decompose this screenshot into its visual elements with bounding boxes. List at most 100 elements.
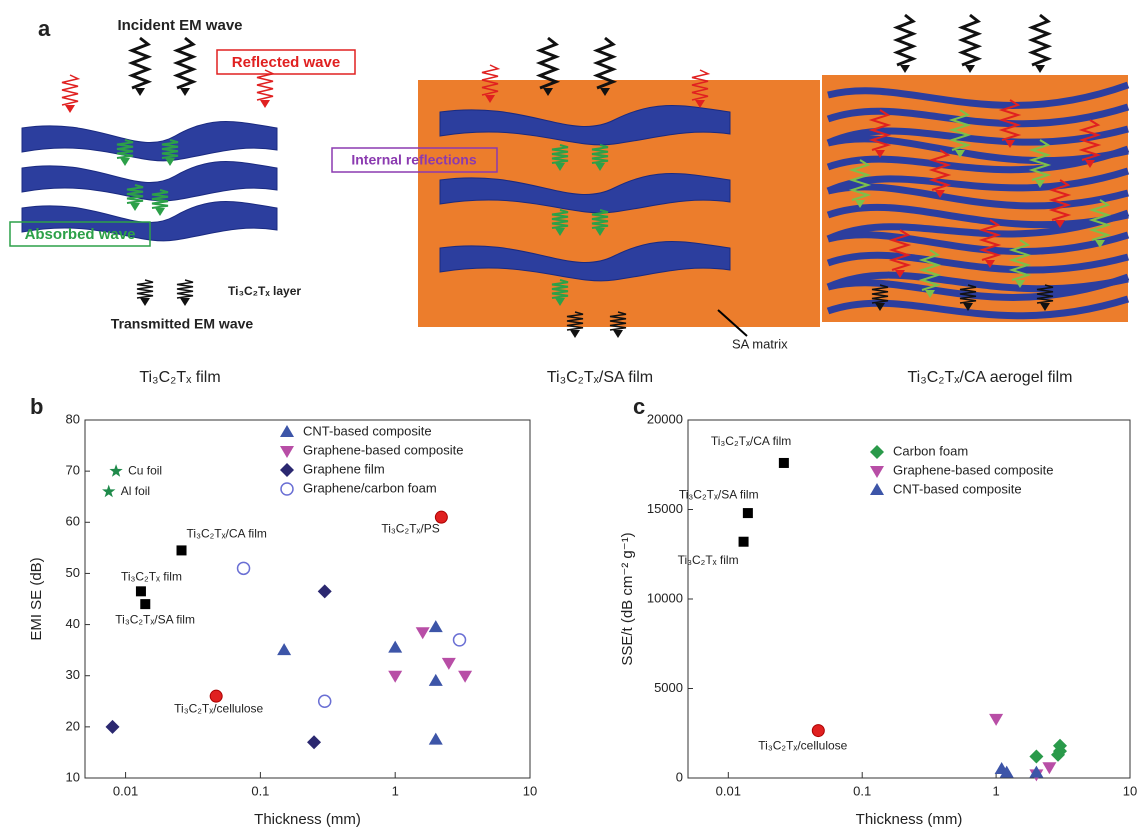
y-tick-label: 50 — [66, 565, 80, 580]
marker — [317, 694, 332, 709]
arrow — [1015, 280, 1025, 288]
point-label: Al foil — [121, 484, 150, 498]
marker — [458, 670, 473, 683]
arrow — [900, 65, 910, 73]
y-tick-label: 10 — [66, 769, 80, 784]
fiber — [826, 145, 1130, 174]
wave — [918, 249, 942, 291]
arrow — [1040, 303, 1050, 311]
x-tick-label: 10 — [523, 783, 537, 798]
x-tick-label: 0.1 — [251, 783, 269, 798]
arrow — [543, 88, 553, 96]
point-label: Cu foil — [128, 463, 162, 477]
layer-label: Ti₃C₂Tₓ layer — [228, 284, 301, 298]
arrow — [875, 303, 885, 311]
point-label: Ti₃C₂Tₓ/CA film — [187, 527, 267, 541]
point-label: Ti₃C₂Tₓ/PS — [381, 521, 439, 535]
wave — [928, 149, 952, 191]
wave — [691, 69, 711, 101]
marker — [999, 765, 1014, 778]
marker — [738, 536, 749, 547]
internal-box — [331, 147, 498, 173]
arrow — [65, 105, 75, 113]
marker — [140, 599, 151, 610]
wave — [871, 284, 889, 304]
caption: Ti₃C₂Tₓ/CA aerogel film — [908, 369, 1073, 386]
wave — [176, 279, 194, 299]
marker — [1051, 747, 1066, 762]
wave — [172, 36, 198, 90]
wave — [848, 159, 872, 201]
y-tick-label: 10000 — [647, 590, 683, 605]
y-tick-label: 20 — [66, 718, 80, 733]
wave — [948, 109, 972, 151]
wave — [978, 219, 1002, 261]
layer — [21, 121, 278, 162]
layer — [439, 105, 731, 146]
marker — [280, 463, 294, 477]
arrow — [570, 330, 580, 338]
incident-label: Incident EM wave — [117, 17, 242, 34]
arrow — [155, 208, 165, 216]
marker — [428, 673, 443, 686]
wave — [591, 209, 609, 229]
y-axis-label: EMI SE (dB) — [28, 557, 45, 640]
marker — [811, 724, 825, 738]
marker — [870, 445, 884, 459]
marker — [105, 719, 120, 734]
wave — [592, 36, 618, 90]
legend-label: Graphene-based composite — [303, 442, 463, 457]
wave — [609, 311, 627, 331]
arrow — [613, 330, 623, 338]
layer — [439, 173, 731, 214]
marker — [388, 640, 403, 653]
y-tick-label: 0 — [676, 769, 683, 784]
point-label: Ti₃C₂Tₓ/cellulose — [174, 701, 263, 715]
arrow — [180, 298, 190, 306]
wave — [127, 36, 153, 90]
matrix-pointer — [717, 309, 748, 337]
marker — [102, 484, 116, 498]
reflected-box — [216, 49, 356, 75]
arrow — [600, 88, 610, 96]
legend-label: CNT-based composite — [893, 481, 1022, 496]
arrow — [555, 163, 565, 171]
point-label: Ti₃C₂Tₓ/CA film — [711, 434, 791, 448]
arrow — [875, 150, 885, 158]
arrow — [925, 290, 935, 298]
wave — [1078, 119, 1102, 161]
marker — [1042, 762, 1057, 775]
legend-label: Graphene/carbon foam — [303, 480, 437, 495]
marker — [109, 464, 123, 477]
marker — [870, 466, 884, 478]
marker — [236, 561, 251, 576]
y-tick-label: 60 — [66, 514, 80, 529]
arrow — [1035, 65, 1045, 73]
arrow — [165, 158, 175, 166]
marker — [317, 584, 332, 599]
arrow — [180, 88, 190, 96]
panel-label: b — [30, 394, 43, 419]
marker — [428, 620, 443, 633]
wave — [1027, 13, 1053, 67]
fiber — [827, 273, 1130, 301]
wave — [551, 279, 569, 299]
arrow — [985, 260, 995, 268]
arrow — [555, 228, 565, 236]
y-axis-label: SSE/t (dB cm⁻² g⁻¹) — [619, 532, 636, 665]
arrow — [855, 200, 865, 208]
marker — [280, 482, 294, 496]
wave — [566, 311, 584, 331]
arrow — [935, 190, 945, 198]
x-tick-label: 0.01 — [716, 783, 741, 798]
x-tick-label: 1 — [392, 783, 399, 798]
internal-label: Internal reflections — [351, 152, 476, 168]
wave — [126, 184, 144, 204]
marker — [277, 643, 292, 656]
x-tick-label: 0.1 — [853, 783, 871, 798]
point-label: Ti₃C₂Tₓ film — [121, 570, 182, 584]
y-tick-label: 15000 — [647, 501, 683, 516]
marker — [307, 735, 322, 750]
marker — [989, 713, 1004, 726]
panel-label: c — [633, 394, 645, 419]
